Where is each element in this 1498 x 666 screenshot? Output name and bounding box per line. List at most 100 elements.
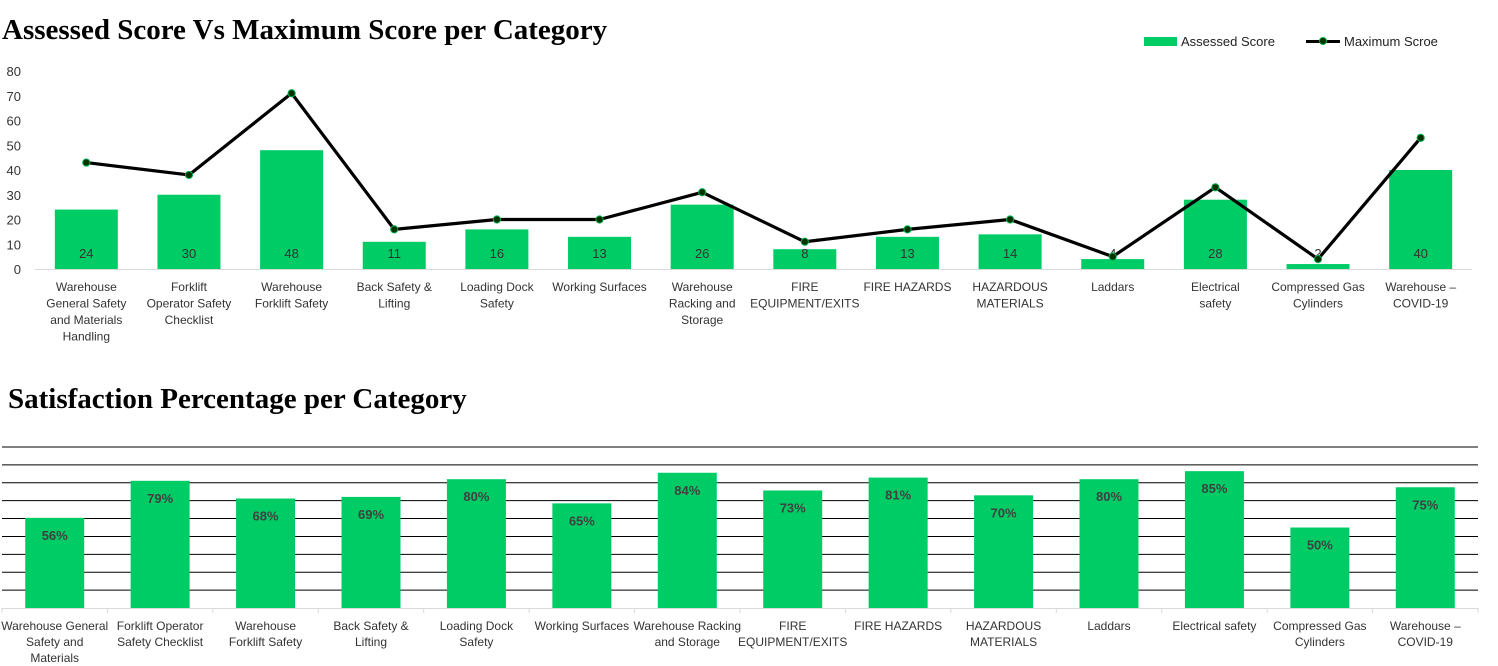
- maximum-point: [184, 170, 194, 180]
- x-category-label: Working Surfaces: [552, 280, 646, 294]
- y-tick-label: 10: [7, 237, 21, 252]
- x-category-label: Electrical safety: [1172, 619, 1256, 633]
- x-category-label: General Safety: [46, 297, 126, 311]
- maximum-point: [287, 89, 296, 98]
- satisfaction-data-label: 85%: [1201, 481, 1227, 496]
- satisfaction-data-label: 84%: [674, 483, 700, 498]
- chart-title-assessed: Assessed Score Vs Maximum Score per Cate…: [2, 14, 608, 46]
- x-category-label: MATERIALS: [977, 297, 1044, 311]
- maximum-point: [390, 225, 399, 234]
- legend-label-maximum: Maximum Scroe: [1344, 34, 1438, 49]
- satisfaction-bar: [1290, 527, 1350, 608]
- legend-item-assessed: Assessed Score: [1144, 34, 1275, 49]
- x-category-label: Safety: [459, 635, 493, 649]
- maximum-point: [1313, 255, 1323, 264]
- assessed-bar: [1081, 259, 1145, 269]
- x-category-label: FIRE HAZARDS: [863, 280, 951, 294]
- x-category-label: FIRE HAZARDS: [854, 619, 942, 633]
- x-category-label: Loading Dock: [440, 619, 514, 633]
- satisfaction-bar: [1079, 479, 1139, 608]
- x-category-label: COVID-19: [1398, 635, 1454, 649]
- x-category-label: Cylinders: [1293, 297, 1343, 311]
- satisfaction-data-label: 79%: [147, 491, 173, 506]
- x-category-label: Checklist: [165, 313, 214, 327]
- satisfaction-bar: [446, 479, 506, 608]
- x-category-label: Handling: [63, 330, 110, 344]
- satisfaction-data-label: 75%: [1412, 497, 1438, 512]
- maximum-point: [800, 237, 809, 246]
- satisfaction-data-label: 70%: [991, 505, 1017, 520]
- satisfaction-data-label: 56%: [42, 528, 68, 543]
- satisfaction-bar: [236, 498, 296, 608]
- x-category-label: Safety Checklist: [117, 635, 204, 649]
- x-category-label: HAZARDOUS: [972, 280, 1047, 294]
- x-category-label: Laddars: [1087, 619, 1130, 633]
- x-category-label: Operator Safety: [147, 297, 232, 311]
- x-category-label: Storage: [681, 313, 723, 327]
- x-category-label: Racking and: [669, 297, 736, 311]
- x-category-label: Lifting: [378, 297, 410, 311]
- satisfaction-bar: [1395, 487, 1455, 608]
- legend-label-assessed: Assessed Score: [1181, 34, 1275, 49]
- assessed-bar: [978, 234, 1042, 269]
- assessed-bar: [670, 204, 734, 269]
- maximum-point: [903, 225, 912, 234]
- x-category-label: Back Safety &: [357, 280, 432, 294]
- x-category-label: Warehouse –: [1390, 619, 1461, 633]
- x-category-label: Loading Dock: [460, 280, 534, 294]
- x-category-label: Back Safety &: [333, 619, 408, 633]
- assessed-data-label: 13: [900, 246, 914, 261]
- satisfaction-bar: [974, 495, 1034, 608]
- x-category-label: Warehouse Racking: [633, 619, 741, 633]
- satisfaction-data-label: 68%: [253, 509, 279, 524]
- assessed-bar: [157, 194, 221, 269]
- x-category-label: Materials: [30, 651, 79, 665]
- x-category-label: Electrical: [1191, 280, 1240, 294]
- x-category-label: Laddars: [1091, 280, 1134, 294]
- maximum-point: [82, 158, 91, 167]
- x-category-label: Cylinders: [1295, 635, 1345, 649]
- x-category-label: Forklift Safety: [229, 635, 302, 649]
- legend-swatch-bar: [1144, 37, 1177, 46]
- x-category-label: and Storage: [655, 635, 721, 649]
- maximum-point: [1211, 183, 1220, 192]
- y-tick-label: 20: [7, 213, 21, 228]
- x-category-label: HAZARDOUS: [966, 619, 1041, 633]
- x-category-label: Forklift Safety: [255, 297, 328, 311]
- assessed-bar: [773, 249, 837, 269]
- y-tick-label: 70: [7, 89, 21, 104]
- y-tick-label: 80: [7, 64, 21, 79]
- x-category-label: COVID-19: [1393, 297, 1449, 311]
- legend-item-maximum: Maximum Scroe: [1306, 34, 1438, 49]
- x-category-label: and Materials: [50, 313, 122, 327]
- assessed-data-label: 40: [1413, 246, 1427, 261]
- satisfaction-data-label: 80%: [1096, 489, 1122, 504]
- assessed-bar: [260, 150, 324, 269]
- x-category-label: Warehouse: [261, 280, 322, 294]
- x-category-label: EQUIPMENT/EXITS: [738, 635, 847, 649]
- y-tick-label: 40: [7, 163, 21, 178]
- legend-swatch-line: [1306, 37, 1340, 45]
- assessed-bar: [362, 241, 426, 269]
- maximum-point: [1108, 252, 1117, 261]
- y-tick-label: 60: [7, 114, 21, 129]
- assessed-bar: [1286, 264, 1350, 269]
- x-category-label: Warehouse –: [1385, 280, 1456, 294]
- maximum-point: [698, 188, 707, 197]
- assessed-bar: [465, 229, 529, 269]
- assessed-bar: [1389, 170, 1453, 269]
- x-category-label: MATERIALS: [970, 635, 1037, 649]
- x-category-label: Forklift: [171, 280, 208, 294]
- assessed-data-label: 24: [79, 246, 93, 261]
- y-tick-label: 50: [7, 138, 21, 153]
- x-category-label: Working Surfaces: [535, 619, 629, 633]
- x-category-label: Warehouse: [235, 619, 296, 633]
- satisfaction-data-label: 65%: [569, 513, 595, 528]
- assessed-data-label: 13: [592, 246, 606, 261]
- x-category-label: EQUIPMENT/EXITS: [750, 297, 859, 311]
- x-category-label: Compressed Gas: [1271, 280, 1364, 294]
- assessed-bar: [875, 236, 939, 269]
- maximum-point: [1416, 133, 1425, 142]
- satisfaction-bar: [868, 477, 928, 608]
